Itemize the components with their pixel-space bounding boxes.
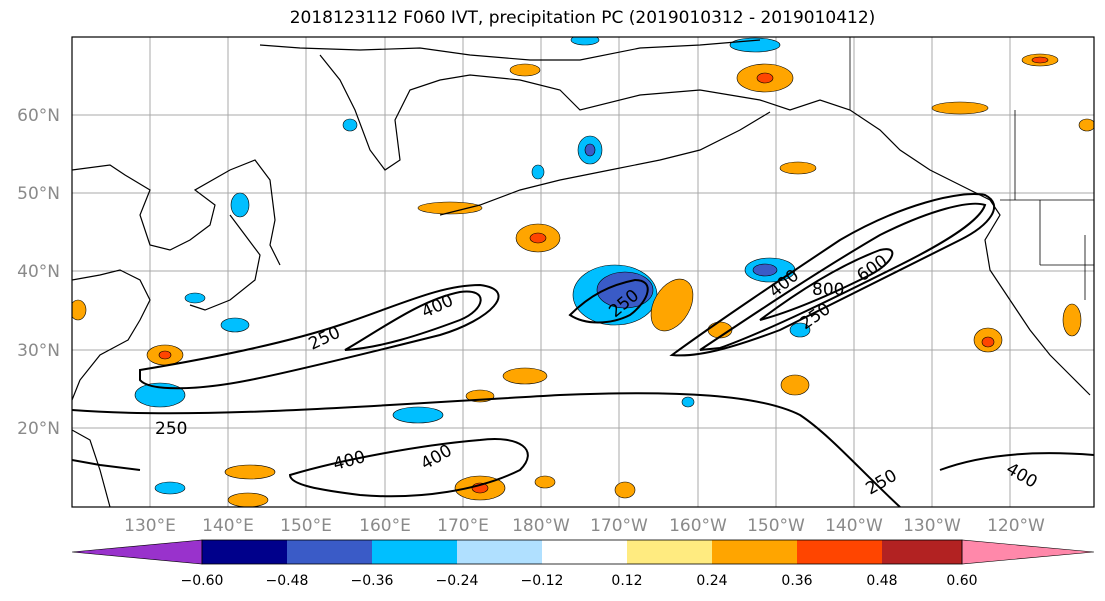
lon-label: 160°E [359,516,411,536]
colorbar-segment [712,540,797,564]
colorbar-tick-label: −0.36 [351,573,394,589]
lon-label: 150°W [747,516,805,536]
longitude-labels: 130°E 140°E 150°E 160°E 170°E 180°W 170°… [124,516,1045,536]
colorbar-tick-label: −0.24 [436,573,479,589]
borders [849,37,1094,300]
colorbar-tick-label: −0.60 [181,573,224,589]
lon-label: 180°W [512,516,570,536]
colorbar-segment [372,540,457,564]
lat-label: 60°N [17,106,60,126]
ivt-contours [72,193,1094,507]
colorbar-tick-label: 0.48 [866,573,897,589]
map-frame [71,36,1095,508]
lon-label: 130°E [124,516,176,536]
colorbar-tick-label: 0.60 [946,573,977,589]
latitude-labels: 20°N 30°N 40°N 50°N 60°N [17,106,60,439]
figure-title: 2018123112 F060 IVT, precipitation PC (2… [289,8,876,28]
colorbar-over-extension [961,539,1095,565]
colorbar-tick-label: 0.36 [781,573,812,589]
colorbar-tick-label: 0.12 [611,573,642,589]
ivt-label: 800 [812,280,844,300]
lat-label: 40°N [17,262,60,282]
colorbar-segment [627,540,712,564]
colorbar-segment [542,540,627,564]
lon-label: 140°W [825,516,883,536]
lon-label: 150°E [280,516,332,536]
ivt-label: 250 [155,419,187,439]
colorbar-segment [287,540,372,564]
lon-label: 120°W [987,516,1045,536]
colorbar-tick-label: 0.24 [696,573,727,589]
lon-label: 140°E [202,516,254,536]
colorbar-segment [202,540,287,564]
lon-label: 130°W [903,516,961,536]
lat-label: 30°N [17,341,60,361]
colorbar-tick-label: −0.12 [521,573,564,589]
colorbar-tick-labels: −0.60 −0.48 −0.36 −0.24 −0.12 0.12 0.24 … [181,573,978,589]
colorbar-segment [457,540,542,564]
lon-label: 160°W [669,516,727,536]
lat-label: 50°N [17,184,60,204]
lat-label: 20°N [17,419,60,439]
colorbar: −0.60 −0.48 −0.36 −0.24 −0.12 0.12 0.24 … [71,539,1095,589]
lon-label: 170°E [437,516,489,536]
colorbar-segment [797,540,882,564]
colorbar-segment [882,540,962,564]
gridlines [72,37,1094,507]
lon-label: 170°W [590,516,648,536]
colorbar-under-extension [71,539,203,565]
coastlines [72,39,1091,507]
colorbar-tick-label: −0.48 [266,573,309,589]
